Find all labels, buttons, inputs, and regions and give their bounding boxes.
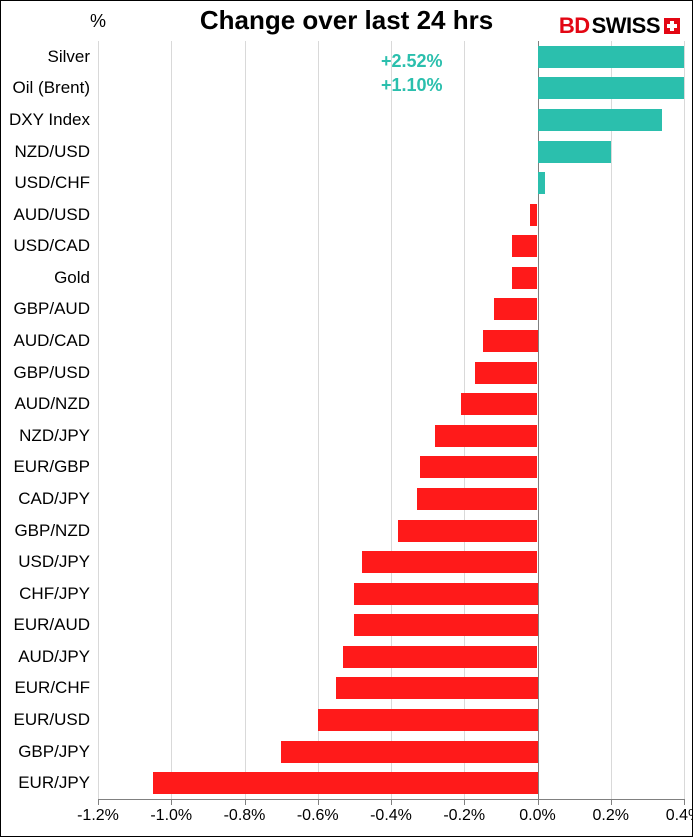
y-axis-label: EUR/AUD <box>13 615 90 635</box>
bar <box>417 488 538 510</box>
bar <box>354 583 537 605</box>
bar <box>538 77 685 99</box>
bar <box>512 235 538 257</box>
gridline <box>684 41 685 799</box>
bar <box>435 425 538 447</box>
gridline <box>611 41 612 799</box>
x-axis-label: -0.2% <box>443 807 485 825</box>
y-axis-label: Gold <box>54 268 90 288</box>
bar <box>538 109 663 131</box>
y-axis-label: Oil (Brent) <box>13 78 90 98</box>
bar <box>318 709 538 731</box>
gridline <box>245 41 246 799</box>
bdswiss-logo: BDSWISS <box>559 13 680 39</box>
y-axis-label: GBP/USD <box>13 363 90 383</box>
y-axis-label: CHF/JPY <box>19 584 90 604</box>
bar <box>362 551 538 573</box>
y-axis-label: AUD/USD <box>13 205 90 225</box>
bar <box>475 362 537 384</box>
y-axis-label: GBP/JPY <box>18 742 90 762</box>
bar <box>512 267 538 289</box>
x-axis-label: -1.0% <box>150 807 192 825</box>
x-axis-label: 0.4% <box>666 807 693 825</box>
bar <box>420 456 537 478</box>
x-axis-label: 0.0% <box>519 807 555 825</box>
bar <box>483 330 538 352</box>
y-axis-label: AUD/JPY <box>18 647 90 667</box>
bar <box>354 614 537 636</box>
logo-part1: BD <box>559 13 590 39</box>
logo-part2: SWISS <box>592 13 660 39</box>
y-axis-label: AUD/NZD <box>14 394 90 414</box>
y-axis-label: EUR/CHF <box>14 678 90 698</box>
bar <box>530 204 537 226</box>
bar <box>281 741 537 763</box>
y-axis-label: GBP/AUD <box>13 299 90 319</box>
bar <box>343 646 537 668</box>
y-axis-label: NZD/USD <box>14 142 90 162</box>
bar <box>538 141 611 163</box>
y-axis-label: EUR/JPY <box>18 773 90 793</box>
gridline <box>171 41 172 799</box>
bar <box>336 677 537 699</box>
x-axis-label: -0.8% <box>224 807 266 825</box>
chart-container: Change over last 24 hrs % BDSWISS -1.2%-… <box>0 0 693 837</box>
y-axis-label: Silver <box>47 47 90 67</box>
y-axis-label: AUD/CAD <box>13 331 90 351</box>
y-axis-label: USD/CAD <box>13 236 90 256</box>
bar <box>494 298 538 320</box>
x-tick <box>684 799 685 805</box>
y-axis-unit: % <box>90 11 106 32</box>
y-axis-label: DXY Index <box>9 110 90 130</box>
gridline <box>318 41 319 799</box>
x-axis-label: -0.6% <box>297 807 339 825</box>
bar <box>398 520 537 542</box>
y-axis-label: USD/CHF <box>14 173 90 193</box>
x-axis-label: 0.2% <box>593 807 629 825</box>
callout-label: +2.52% <box>381 51 443 72</box>
y-axis-label: NZD/JPY <box>19 426 90 446</box>
swiss-cross-icon <box>664 18 680 34</box>
y-axis-label: CAD/JPY <box>18 489 90 509</box>
gridline <box>98 41 99 799</box>
y-axis-label: GBP/NZD <box>14 521 90 541</box>
plot-area <box>98 41 684 799</box>
y-axis-label: EUR/GBP <box>13 457 90 477</box>
bar <box>461 393 538 415</box>
y-axis-label: USD/JPY <box>18 552 90 572</box>
bar <box>538 46 685 68</box>
callout-label: +1.10% <box>381 75 443 96</box>
y-axis-label: EUR/USD <box>13 710 90 730</box>
bar <box>153 772 538 794</box>
x-axis-line <box>98 799 684 800</box>
bar <box>538 172 545 194</box>
x-axis-label: -0.4% <box>370 807 412 825</box>
x-axis-label: -1.2% <box>77 807 119 825</box>
